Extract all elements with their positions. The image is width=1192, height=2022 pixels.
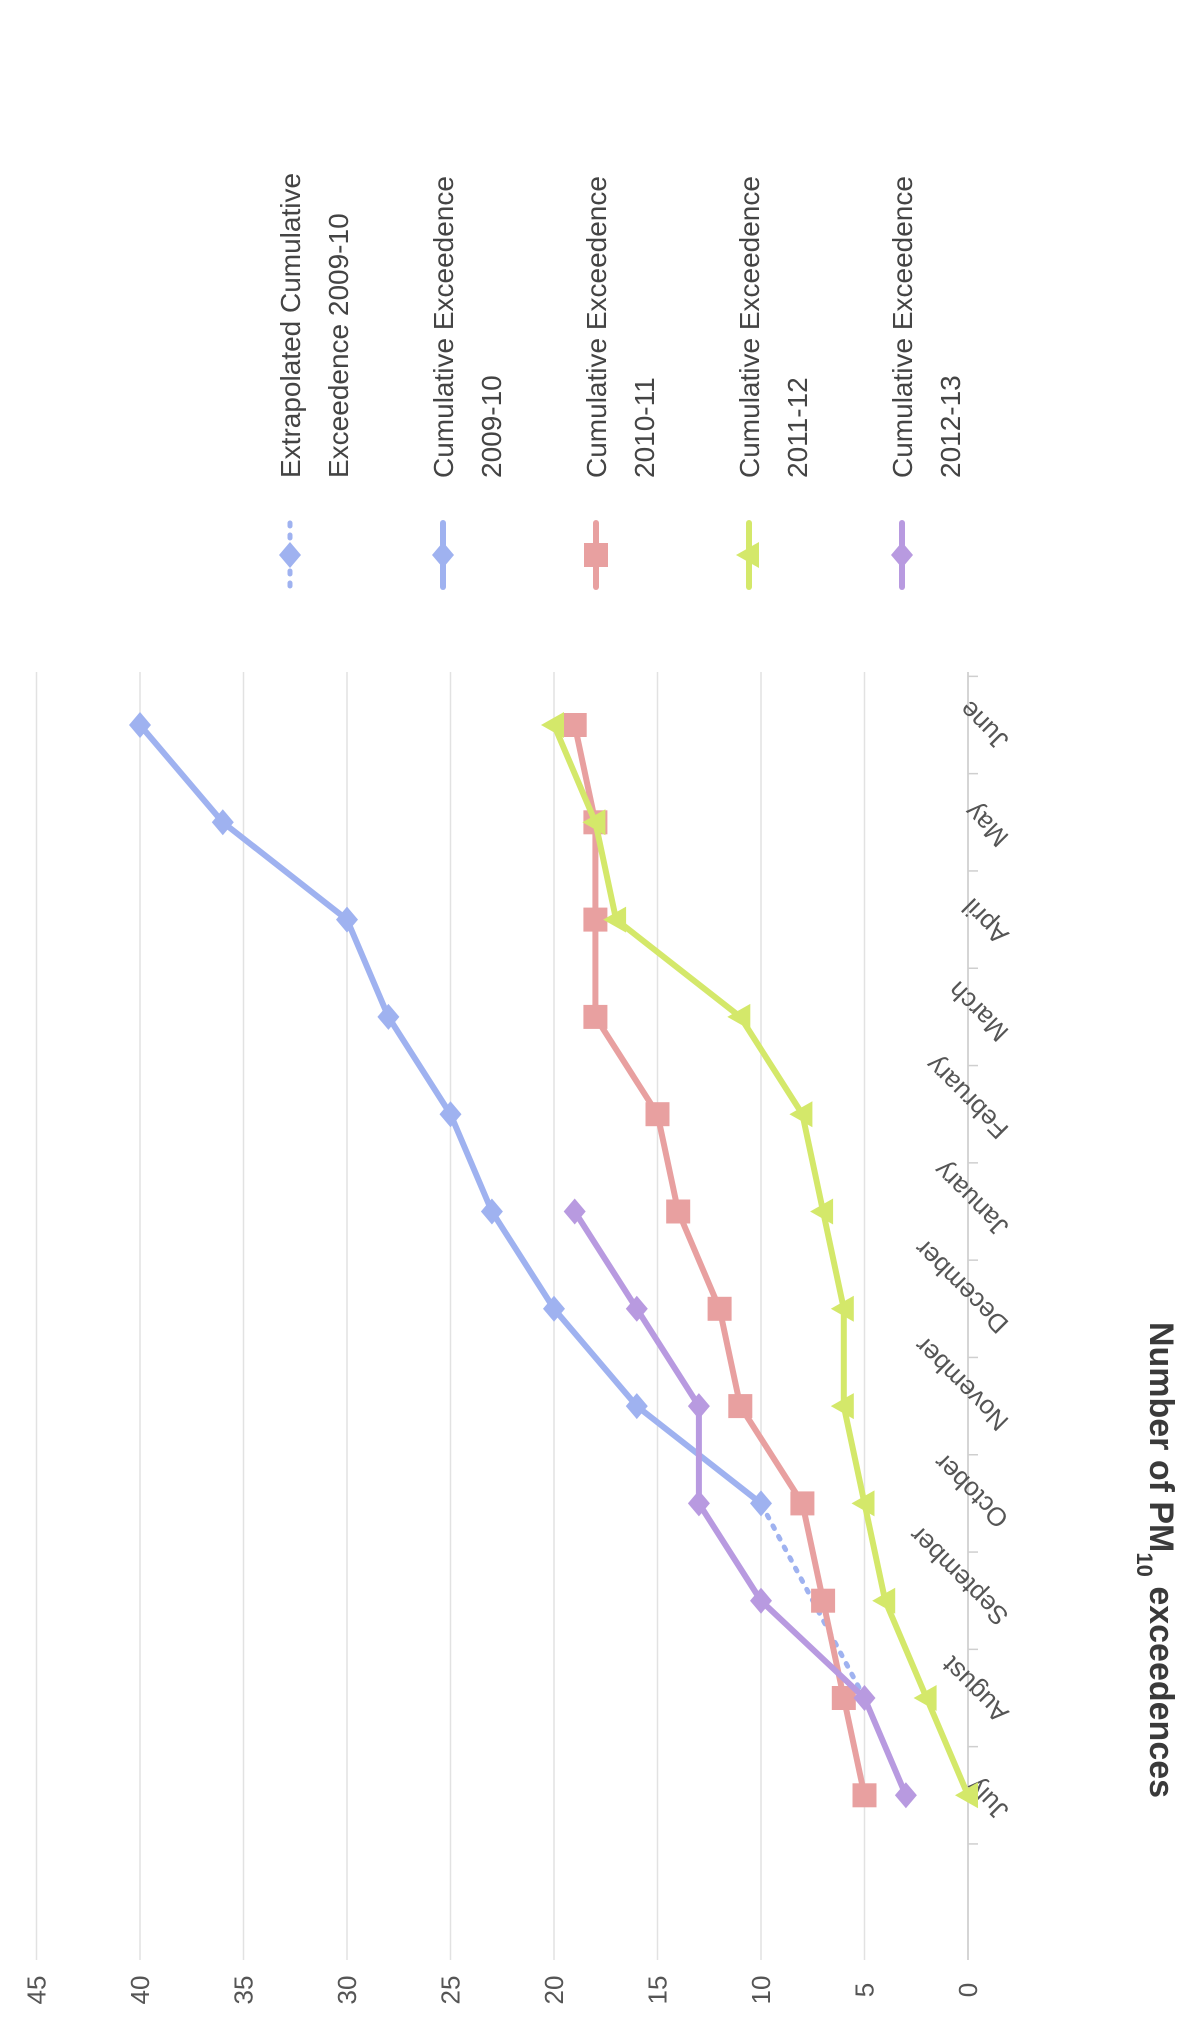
data-point — [810, 1198, 834, 1225]
y-tick-label: 0 — [953, 1983, 983, 1997]
series-2 — [129, 712, 772, 1517]
data-point — [439, 1101, 462, 1128]
legend-label: 2011-12 — [782, 377, 813, 478]
data-point — [584, 543, 608, 567]
y-axis-title: Number of PM10 exceedences — [1133, 1322, 1181, 1798]
y-tick-label: 25 — [436, 1976, 466, 2005]
legend-label: Cumulative Exceedence — [428, 176, 459, 478]
legend-label: 2010-11 — [629, 377, 660, 478]
data-point — [563, 1198, 586, 1225]
x-tick-label: November — [908, 1331, 1014, 1437]
y-tick-label: 15 — [643, 1976, 673, 2005]
legend-item: Cumulative Exceedence 2009-10 — [428, 176, 507, 590]
data-point — [666, 1199, 691, 1224]
x-tick-label: September — [903, 1520, 1014, 1631]
legend-item: Cumulative Exceedence 2012-13 — [887, 176, 966, 590]
data-point — [736, 542, 759, 568]
y-tick-label: 30 — [332, 1976, 362, 2005]
y-tick-label: 10 — [746, 1976, 776, 2005]
data-point — [582, 809, 606, 836]
legend-item: Extrapolated Cumulative Exceedence 2009-1… — [275, 173, 354, 590]
data-point — [852, 1783, 877, 1808]
x-tick-label: January — [928, 1156, 1015, 1243]
x-tick-label: May — [958, 797, 1014, 853]
legend-label: Cumulative Exceedence — [887, 176, 918, 478]
y-axis-title-subscript: 10 — [1133, 1552, 1158, 1576]
y-tick-label: 45 — [22, 1976, 52, 2005]
data-point — [790, 1491, 815, 1516]
data-point — [913, 1685, 937, 1711]
legend-item: Cumulative Exceedence 2011-12 — [734, 176, 813, 590]
x-tick-label: August — [935, 1650, 1014, 1729]
legend-label: Cumulative Exceedence — [734, 176, 765, 478]
series-line — [551, 722, 971, 1799]
data-point — [377, 1003, 400, 1030]
data-point — [853, 1685, 876, 1711]
series-5 — [563, 1198, 917, 1809]
data-point — [830, 1295, 854, 1322]
data-point — [955, 1782, 978, 1809]
data-point — [872, 1587, 896, 1614]
x-tick-label: June — [953, 695, 1014, 756]
x-tick-label: February — [919, 1050, 1014, 1145]
data-point — [432, 542, 454, 568]
y-tick-label: 35 — [229, 1976, 259, 2005]
legend-label: Cumulative Exceedence — [581, 176, 612, 478]
y-axis-title-part: Number of PM — [1142, 1322, 1180, 1552]
data-point — [851, 1490, 875, 1517]
data-point — [129, 712, 151, 738]
data-point — [750, 1490, 772, 1517]
data-point — [279, 542, 301, 568]
data-point — [894, 1782, 917, 1809]
legend-label: Exceedence 2009-10 — [323, 213, 354, 478]
series-4 — [541, 712, 978, 1809]
series-layer — [129, 712, 978, 1809]
legend: Extrapolated Cumulative Exceedence 2009-1… — [275, 173, 966, 590]
y-axis-title-group: Number of PM10 exceedences — [1133, 1322, 1181, 1798]
y-tick-label: 40 — [125, 1976, 155, 2005]
data-point — [603, 906, 627, 933]
data-point — [750, 1587, 772, 1614]
data-point — [727, 1003, 751, 1030]
legend-label: 2012-13 — [935, 375, 966, 478]
data-point — [830, 1393, 854, 1420]
legend-label: 2009-10 — [476, 375, 507, 478]
x-tick-label: April — [956, 893, 1014, 951]
data-point — [789, 1101, 813, 1128]
legend-item: Cumulative Exceedence 2010-11 — [581, 176, 660, 590]
data-point — [562, 713, 587, 737]
data-point — [811, 1588, 836, 1613]
y-axis-ticks: 0 5 10 15 20 25 30 35 40 45 — [22, 1976, 984, 2005]
x-tick-label: October — [927, 1448, 1014, 1535]
x-tick-label: March — [942, 976, 1014, 1048]
data-point — [211, 809, 234, 836]
data-point — [480, 1198, 503, 1225]
x-tick-label: December — [908, 1234, 1014, 1340]
data-point — [891, 542, 913, 568]
data-point — [625, 1393, 648, 1420]
data-point — [687, 1393, 710, 1420]
y-tick-label: 5 — [850, 1983, 880, 1997]
data-point — [645, 1102, 670, 1127]
grid — [35, 672, 969, 1960]
series-line — [571, 722, 868, 1799]
legend-label: Extrapolated Cumulative — [275, 173, 306, 478]
data-point — [583, 1004, 608, 1029]
data-point — [625, 1295, 648, 1322]
data-point — [728, 1394, 753, 1419]
data-point — [541, 712, 564, 738]
y-axis-title-part: exceedences — [1142, 1577, 1180, 1798]
data-point — [336, 906, 358, 933]
data-point — [543, 1295, 565, 1322]
y-tick-label: 20 — [539, 1976, 569, 2005]
data-point — [687, 1490, 710, 1517]
data-point — [707, 1296, 732, 1321]
